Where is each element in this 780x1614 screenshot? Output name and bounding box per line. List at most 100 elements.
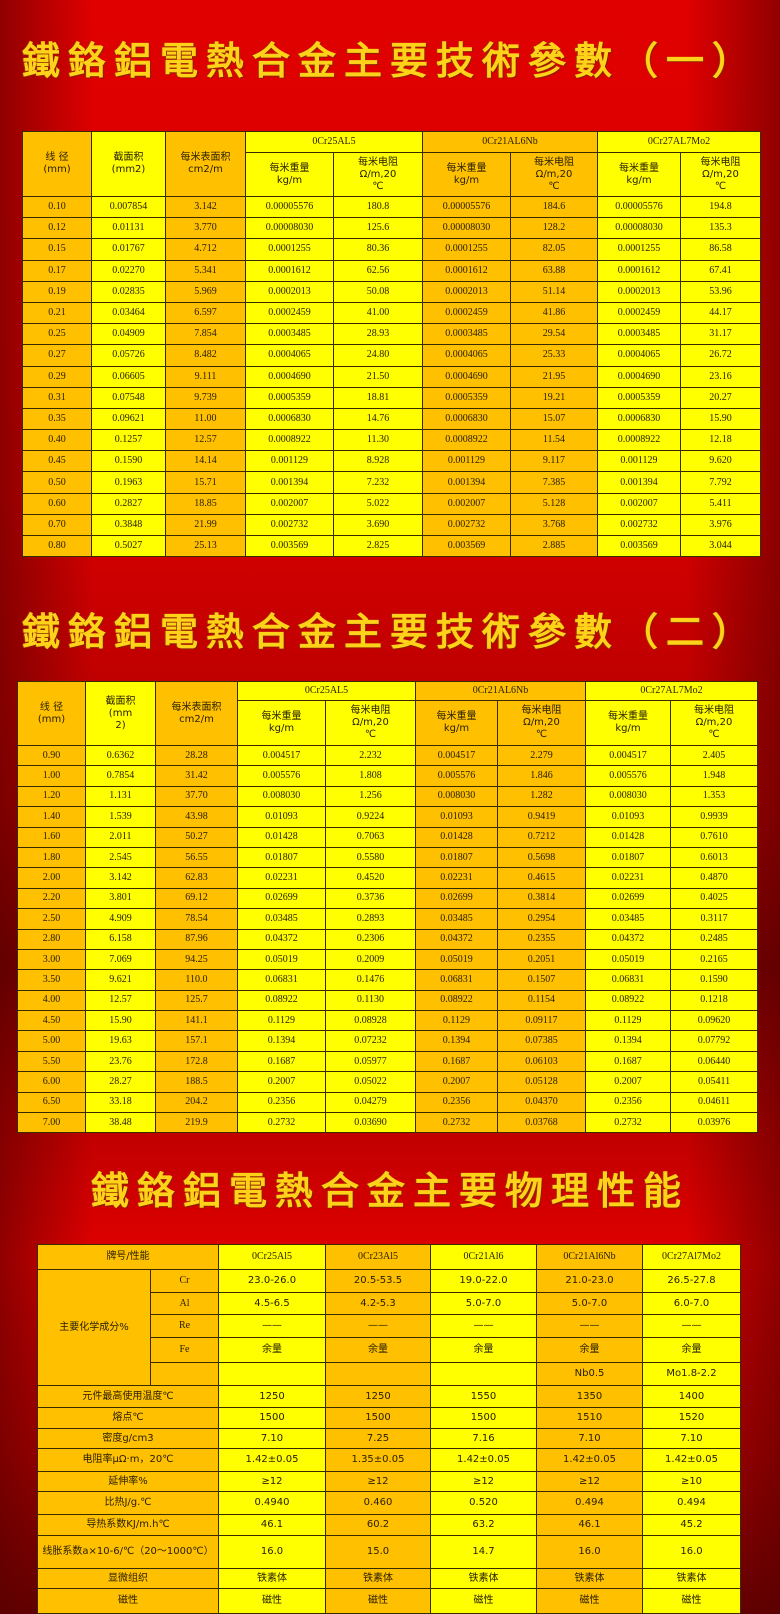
table-cell: 4.50: [17, 1010, 86, 1032]
table-cell: 7.069: [85, 948, 156, 971]
table-cell: 31.17: [679, 323, 762, 346]
table-cell: 0.0002013: [245, 280, 334, 303]
table-row: 1.80 2.545 56.55 0.01807 0.5580 0.01807 0.5698…: [17, 846, 759, 869]
table-cell: 0.0001612: [422, 259, 511, 282]
table-cell: 1.42±0.05: [642, 1448, 741, 1472]
table-cell: 19.21: [510, 386, 598, 409]
table-cell: 0.4615: [497, 867, 586, 889]
table-cell: 0.00008030: [245, 217, 334, 240]
table-cell: 0.17: [22, 259, 92, 282]
table-row: 3.50 9.621 110.0 0.06831 0.1476 0.06831 0.1507…: [17, 969, 759, 991]
table-cell: 0.0005359: [422, 386, 511, 409]
table-cell: 0.04611: [669, 1091, 759, 1114]
table-cell: 0.0008922: [245, 429, 334, 452]
table-cell: 0.0006830: [422, 407, 511, 431]
table-cell: 0.2007: [415, 1071, 498, 1093]
table-cell: 0.45: [22, 450, 92, 473]
table-cell: 0.05019: [237, 948, 326, 971]
table-cell: 0.002007: [597, 492, 681, 515]
table-cell: 31.42: [155, 765, 238, 787]
diameter-header: 线 径 (mm): [17, 681, 86, 746]
table-cell: 3.690: [333, 513, 423, 537]
table-cell: 铁素体: [536, 1568, 643, 1589]
composition-row: 主要化学成分% Cr 23.0-26.0 20.5-53.5 19.0-22.0 21.0…: [37, 1269, 741, 1386]
table-cell: 5.0-7.0: [536, 1292, 643, 1315]
table-row: 0.15 0.01767 4.712 0.0001255 80.36 0.0001255 8…: [22, 238, 762, 261]
header-row: 牌号/性能 0Cr25Al5 0Cr23Al5 0Cr21Al6 0Cr21Al6Nb 0…: [37, 1244, 741, 1270]
property-row: 电阻率μΩ·m，20℃ 1.42±0.05 1.35±0.05 1.42±0.05 1.…: [37, 1448, 741, 1472]
table-cell: 0.1963: [91, 471, 166, 494]
table-cell: 0.0006830: [597, 407, 681, 431]
table-row: 2.80 6.158 87.96 0.04372 0.2306 0.04372 0.2355…: [17, 928, 759, 950]
resistance-header: 每米电阻 Ω/m,20 ℃: [679, 152, 762, 197]
table-cell: 0.06831: [415, 969, 498, 991]
composition-label: 主要化学成分%: [37, 1269, 151, 1386]
table-cell: 0.21: [22, 301, 92, 325]
table-cell: 6.597: [165, 301, 246, 325]
area-header: 截面积 (mm 2): [85, 681, 156, 746]
table-row: 2.00 3.142 62.83 0.02231 0.4520 0.02231 0.4615…: [17, 867, 759, 889]
table-cell: 0.002732: [245, 513, 334, 537]
table-row: 0.90 0.6362 28.28 0.004517 2.232 0.004517 2.27…: [17, 744, 759, 767]
table-cell: 0.008030: [237, 785, 326, 808]
table-cell: 0.0008922: [597, 429, 681, 452]
table-cell: 5.0-7.0: [430, 1292, 537, 1315]
table-cell: 188.5: [155, 1071, 238, 1093]
table-cell: 0.0004690: [597, 365, 681, 388]
table-cell: 9.620: [679, 450, 762, 473]
table-cell: 60.2: [325, 1514, 431, 1536]
table-cell: 0.1507: [497, 969, 586, 991]
table-cell: 1.42±0.05: [536, 1448, 643, 1472]
table-cell: 0.02231: [237, 867, 326, 889]
table-cell: 0.0001612: [597, 259, 681, 282]
table-cell: 0.1687: [237, 1050, 326, 1073]
property-label: 导热系数KJ/m.h℃: [37, 1514, 219, 1536]
table-cell: 0.04909: [91, 323, 166, 346]
property-label: 比热J/g.℃: [37, 1491, 219, 1515]
table-cell: 磁性: [218, 1588, 326, 1614]
table-cell: 0.03464: [91, 301, 166, 325]
table-row: 5.50 23.76 172.8 0.1687 0.05977 0.1687 0.06103…: [17, 1050, 759, 1073]
table-cell: 3.00: [17, 948, 86, 971]
table-row: 2.50 4.909 78.54 0.03485 0.2893 0.03485 0.2954…: [17, 908, 759, 930]
table-cell: 1.256: [325, 785, 416, 808]
table-cell: 0.7063: [325, 826, 416, 848]
table-cell: 1500: [218, 1407, 326, 1429]
table-cell: 0.003569: [245, 534, 334, 558]
table-cell: 7.232: [333, 471, 423, 494]
weight-header: 每米重量 kg/m: [237, 700, 326, 746]
surface-area-header: 每米表面积 cm2/m: [155, 681, 238, 746]
table-cell: 0.2893: [325, 908, 416, 930]
table-cell: 28.28: [155, 744, 238, 767]
table-cell: 7.10: [642, 1428, 741, 1449]
table-cell: 1.40: [17, 806, 86, 828]
table-cell: 0.2009: [325, 948, 416, 971]
table-cell: 0.6362: [85, 744, 156, 767]
table-cell: 铁素体: [642, 1568, 741, 1589]
table-cell: 3.976: [679, 513, 762, 537]
table-cell: 1.539: [85, 806, 156, 828]
table-cell: [430, 1362, 537, 1386]
table-cell: 2.825: [333, 534, 423, 558]
table-cell: 3.142: [165, 195, 246, 219]
table-cell: 7.792: [679, 471, 762, 494]
table-cell: 1.00: [17, 765, 86, 787]
table-cell: 0.7212: [497, 826, 586, 848]
table-cell: 50.27: [155, 826, 238, 848]
table-cell: 0.02270: [91, 259, 166, 282]
table-cell: 0.002007: [422, 492, 511, 515]
table-cell: 0.06103: [497, 1050, 586, 1073]
table-cell: 0.2007: [237, 1071, 326, 1093]
composition-row: Al 4.5-6.5 4.2-5.3 5.0-7.0 5.0-7.0 6.0-7.0: [38, 1292, 741, 1315]
grade-header: 0Cr25Al5: [218, 1244, 326, 1270]
property-label: 延伸率%: [37, 1471, 219, 1492]
table-cell: 1.808: [325, 765, 416, 787]
table-cell: 21.50: [333, 365, 423, 388]
table-cell: 铁素体: [325, 1568, 431, 1589]
table-cell: 0.4520: [325, 867, 416, 889]
table-cell: 0.460: [325, 1491, 431, 1515]
table-row: 6.50 33.18 204.2 0.2356 0.04279 0.2356 0.04370…: [17, 1091, 759, 1114]
table-cell: 2.885: [510, 534, 598, 558]
table-cell: 18.85: [165, 492, 246, 515]
table-cell: 0.3736: [325, 887, 416, 910]
